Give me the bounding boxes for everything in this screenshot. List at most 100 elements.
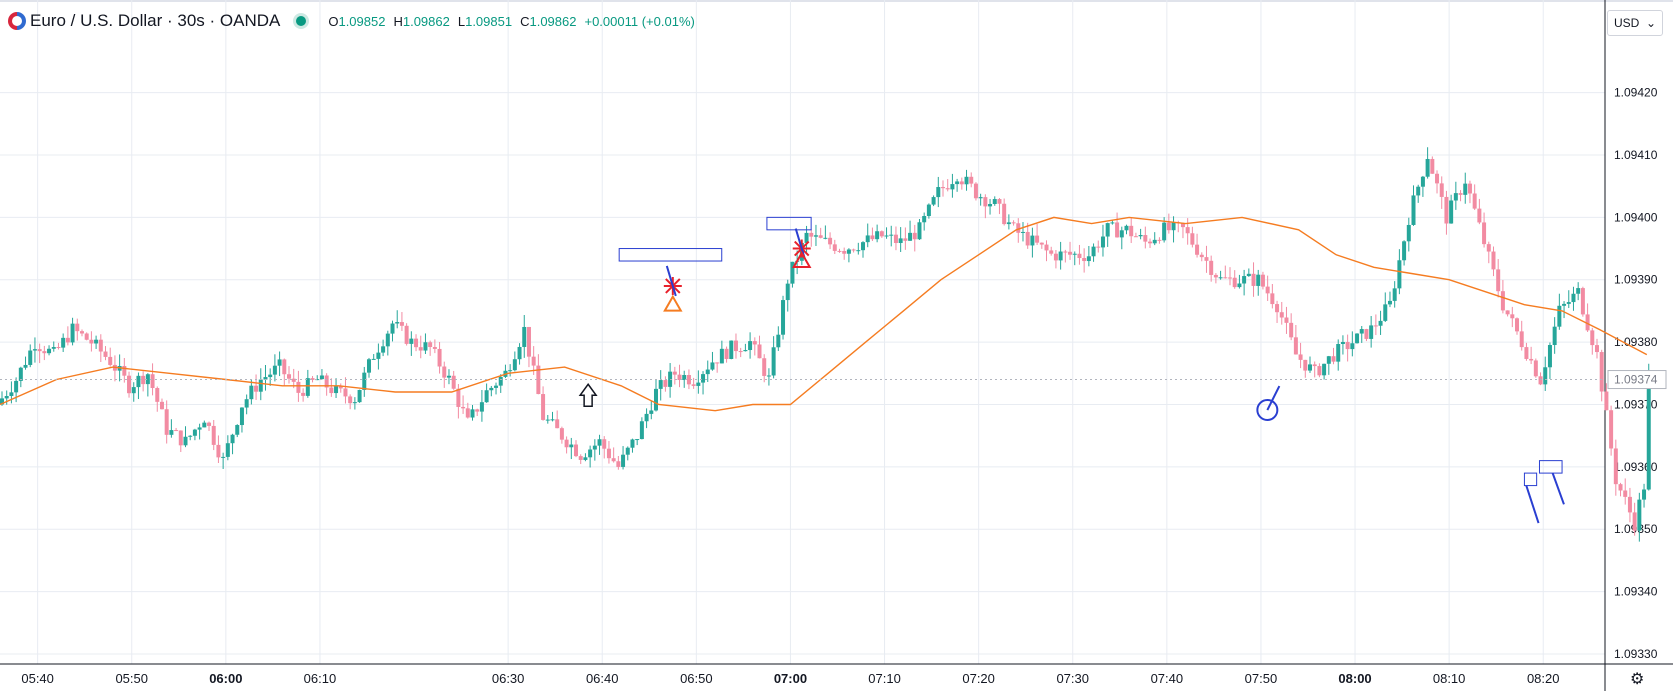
candle [381, 346, 386, 353]
y-tick-label: 1.09390 [1614, 273, 1658, 287]
candle [649, 410, 654, 414]
candle [1133, 236, 1138, 238]
candle [475, 409, 480, 412]
annotation-line[interactable] [1551, 472, 1565, 505]
candle [1411, 195, 1416, 225]
candle [1289, 322, 1294, 338]
candle [37, 349, 42, 352]
candle [1496, 269, 1501, 292]
candle [889, 234, 894, 236]
candle [1246, 273, 1251, 277]
annotation-line[interactable] [1266, 385, 1281, 411]
candle [51, 347, 56, 349]
candle [188, 435, 193, 437]
candle [268, 374, 273, 378]
candle [1091, 246, 1096, 257]
candle [578, 456, 583, 460]
annotation-triangle[interactable] [663, 294, 683, 312]
candle [1345, 341, 1350, 350]
candle [1392, 288, 1397, 301]
candle [1594, 345, 1599, 353]
currency-select[interactable]: USD ⌄ [1607, 10, 1663, 36]
candle [1566, 302, 1571, 304]
candle [941, 187, 945, 189]
candle [762, 358, 767, 376]
candle [1632, 512, 1637, 531]
candle [1627, 496, 1632, 513]
candle [851, 249, 856, 251]
candle [959, 181, 964, 185]
candle [470, 409, 475, 418]
candle [291, 378, 296, 382]
annotation-rectangle[interactable] [1523, 472, 1538, 487]
candle [625, 447, 630, 455]
candle [84, 333, 89, 340]
candle [239, 407, 244, 426]
candle [169, 430, 174, 435]
candle [211, 425, 216, 445]
candle [1020, 231, 1025, 233]
candle [898, 238, 903, 244]
annotation-line[interactable] [665, 265, 677, 297]
x-tick-label: 05:50 [115, 671, 148, 686]
candle [305, 378, 310, 396]
candle [277, 359, 282, 366]
x-tick-label: 08:20 [1527, 671, 1560, 686]
annotation-line[interactable] [1525, 485, 1540, 524]
candle [1383, 304, 1388, 321]
candle [414, 338, 419, 348]
candle [1072, 253, 1077, 255]
arrow-up-icon[interactable] [578, 382, 598, 408]
candle [1148, 241, 1153, 244]
candle [630, 439, 635, 448]
candle [893, 234, 898, 244]
candle [9, 392, 14, 397]
candle [1529, 358, 1534, 361]
candle [583, 457, 588, 460]
candle [1025, 231, 1030, 246]
candle [1030, 235, 1035, 246]
candle [1505, 310, 1510, 315]
candle [828, 237, 833, 245]
market-status-icon[interactable] [296, 16, 307, 26]
candle [1303, 359, 1308, 371]
candle [1444, 196, 1449, 224]
candle [1373, 325, 1378, 327]
candle [945, 188, 950, 190]
candle [508, 370, 513, 372]
annotation-line[interactable] [794, 228, 806, 259]
candle [207, 422, 212, 426]
annotation-rectangle[interactable] [766, 216, 812, 231]
candle [931, 197, 936, 205]
candle [564, 439, 569, 448]
candle [1077, 253, 1082, 259]
candle [1035, 235, 1040, 243]
candle [856, 250, 861, 252]
candle [390, 323, 395, 334]
candle [686, 375, 691, 385]
candle [1143, 235, 1148, 242]
candle [319, 375, 324, 380]
symbol-title[interactable]: Euro / U.S. Dollar · 30s · OANDA [30, 11, 281, 30]
chart-legend: Euro / U.S. Dollar · 30s · OANDA O1.0985… [8, 10, 695, 32]
candle [108, 356, 113, 365]
annotation-rectangle[interactable] [618, 248, 723, 262]
candle [1223, 277, 1228, 279]
y-tick-label: 1.09410 [1614, 148, 1658, 162]
candle [4, 396, 9, 399]
candle [235, 425, 240, 435]
candle [409, 338, 414, 344]
candle [1435, 173, 1440, 184]
annotation-rectangle[interactable] [1538, 460, 1563, 474]
candle [70, 323, 75, 343]
candle [545, 419, 550, 421]
candle [1213, 274, 1218, 278]
annotation-triangle[interactable] [792, 251, 812, 269]
candle [766, 375, 771, 377]
annotation-circle[interactable] [1256, 399, 1279, 422]
candle [1524, 347, 1529, 359]
candle [1293, 337, 1298, 355]
candle [1406, 224, 1411, 242]
gear-icon[interactable]: ⚙ [1630, 671, 1645, 688]
